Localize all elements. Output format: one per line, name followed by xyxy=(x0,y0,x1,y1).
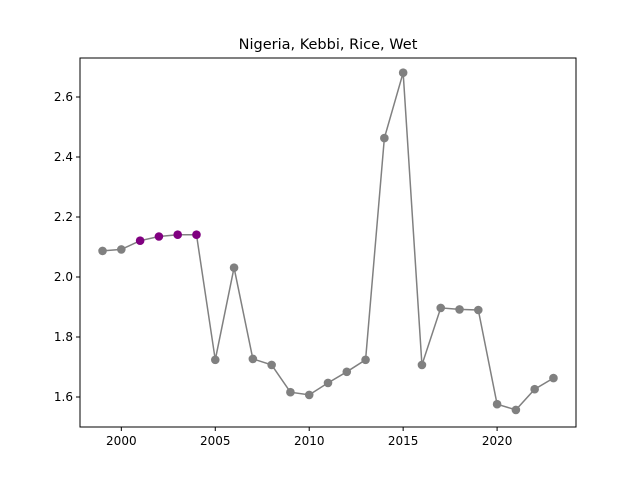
y-tick-label: 2.6 xyxy=(54,90,73,104)
x-tick-label: 2015 xyxy=(388,434,419,448)
data-point xyxy=(229,263,239,273)
data-point xyxy=(361,355,370,365)
data-point xyxy=(342,367,352,377)
data-point xyxy=(436,303,446,313)
y-tick-label: 1.6 xyxy=(54,390,73,404)
x-tick-label: 2000 xyxy=(106,434,137,448)
y-tick-label: 2.2 xyxy=(54,210,73,224)
data-point xyxy=(380,133,389,143)
y-tick-label: 2.0 xyxy=(54,270,73,284)
data-point xyxy=(511,405,521,415)
data-point xyxy=(248,354,258,364)
chart-title: Nigeria, Kebbi, Rice, Wet xyxy=(239,37,418,53)
data-point xyxy=(323,378,333,388)
y-tick-label: 1.8 xyxy=(54,330,73,344)
data-point xyxy=(417,360,427,370)
data-point xyxy=(210,355,220,365)
data-point xyxy=(98,246,107,256)
data-point xyxy=(492,399,502,409)
highlighted-data-point xyxy=(192,230,201,239)
data-point xyxy=(530,384,539,394)
plot-area xyxy=(80,58,576,427)
series-group xyxy=(98,68,558,415)
highlighted-data-point xyxy=(154,232,164,241)
axis-ticks: 2000 2005 2010 2015 2020 1.6 1.8 2.0 2.2 2.4 2.6 xyxy=(54,90,512,448)
plot-frame xyxy=(79,57,577,428)
highlighted-data-point xyxy=(135,236,145,245)
data-point xyxy=(398,68,408,77)
data-point xyxy=(455,305,464,314)
x-tick-label: 2005 xyxy=(200,434,231,448)
data-point xyxy=(304,390,314,400)
data-point xyxy=(267,360,276,370)
data-point xyxy=(474,305,483,315)
y-tick-label: 2.4 xyxy=(54,150,73,164)
x-tick-label: 2020 xyxy=(482,434,513,448)
data-point xyxy=(117,245,126,254)
data-point xyxy=(549,373,558,383)
data-point xyxy=(286,387,295,397)
highlighted-data-point xyxy=(173,230,182,239)
x-tick-label: 2010 xyxy=(294,434,325,448)
